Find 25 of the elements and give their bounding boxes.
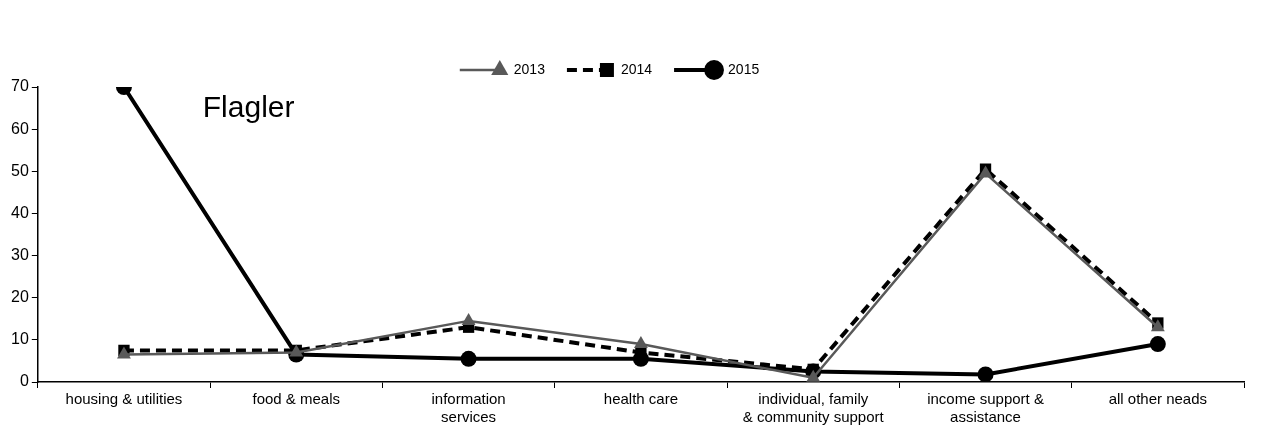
y-tick-label: 50 [11, 161, 29, 179]
x-tick-label: income support & assistance [927, 390, 1044, 426]
x-tick-label: individual, family & community support [742, 390, 885, 426]
x-tick-label: information services [431, 390, 506, 426]
y-tick-label: 20 [11, 288, 29, 306]
point [977, 366, 994, 382]
y-tick-label: 30 [11, 245, 29, 263]
point [460, 350, 477, 367]
point [1149, 336, 1166, 353]
legend-label: 2015 [728, 60, 760, 77]
y-tick-label: 70 [11, 77, 29, 95]
legend-label: 2014 [620, 60, 653, 77]
x-tick-label: food & meals [252, 390, 341, 408]
point [461, 312, 476, 325]
y-tick-label: 10 [11, 330, 29, 348]
chart-title: Flagler [202, 90, 295, 124]
y-tick-label: 60 [11, 119, 29, 137]
x-tick-label: housing & utilities [65, 390, 183, 408]
point [806, 369, 821, 382]
x-tick-label: health care [603, 390, 679, 408]
y-tick-label: 0 [19, 372, 29, 390]
y-tick-label: 40 [11, 203, 29, 221]
point [633, 336, 648, 349]
x-tick-label: all other neads [1108, 390, 1208, 408]
legend-label: 2013 [513, 60, 546, 77]
